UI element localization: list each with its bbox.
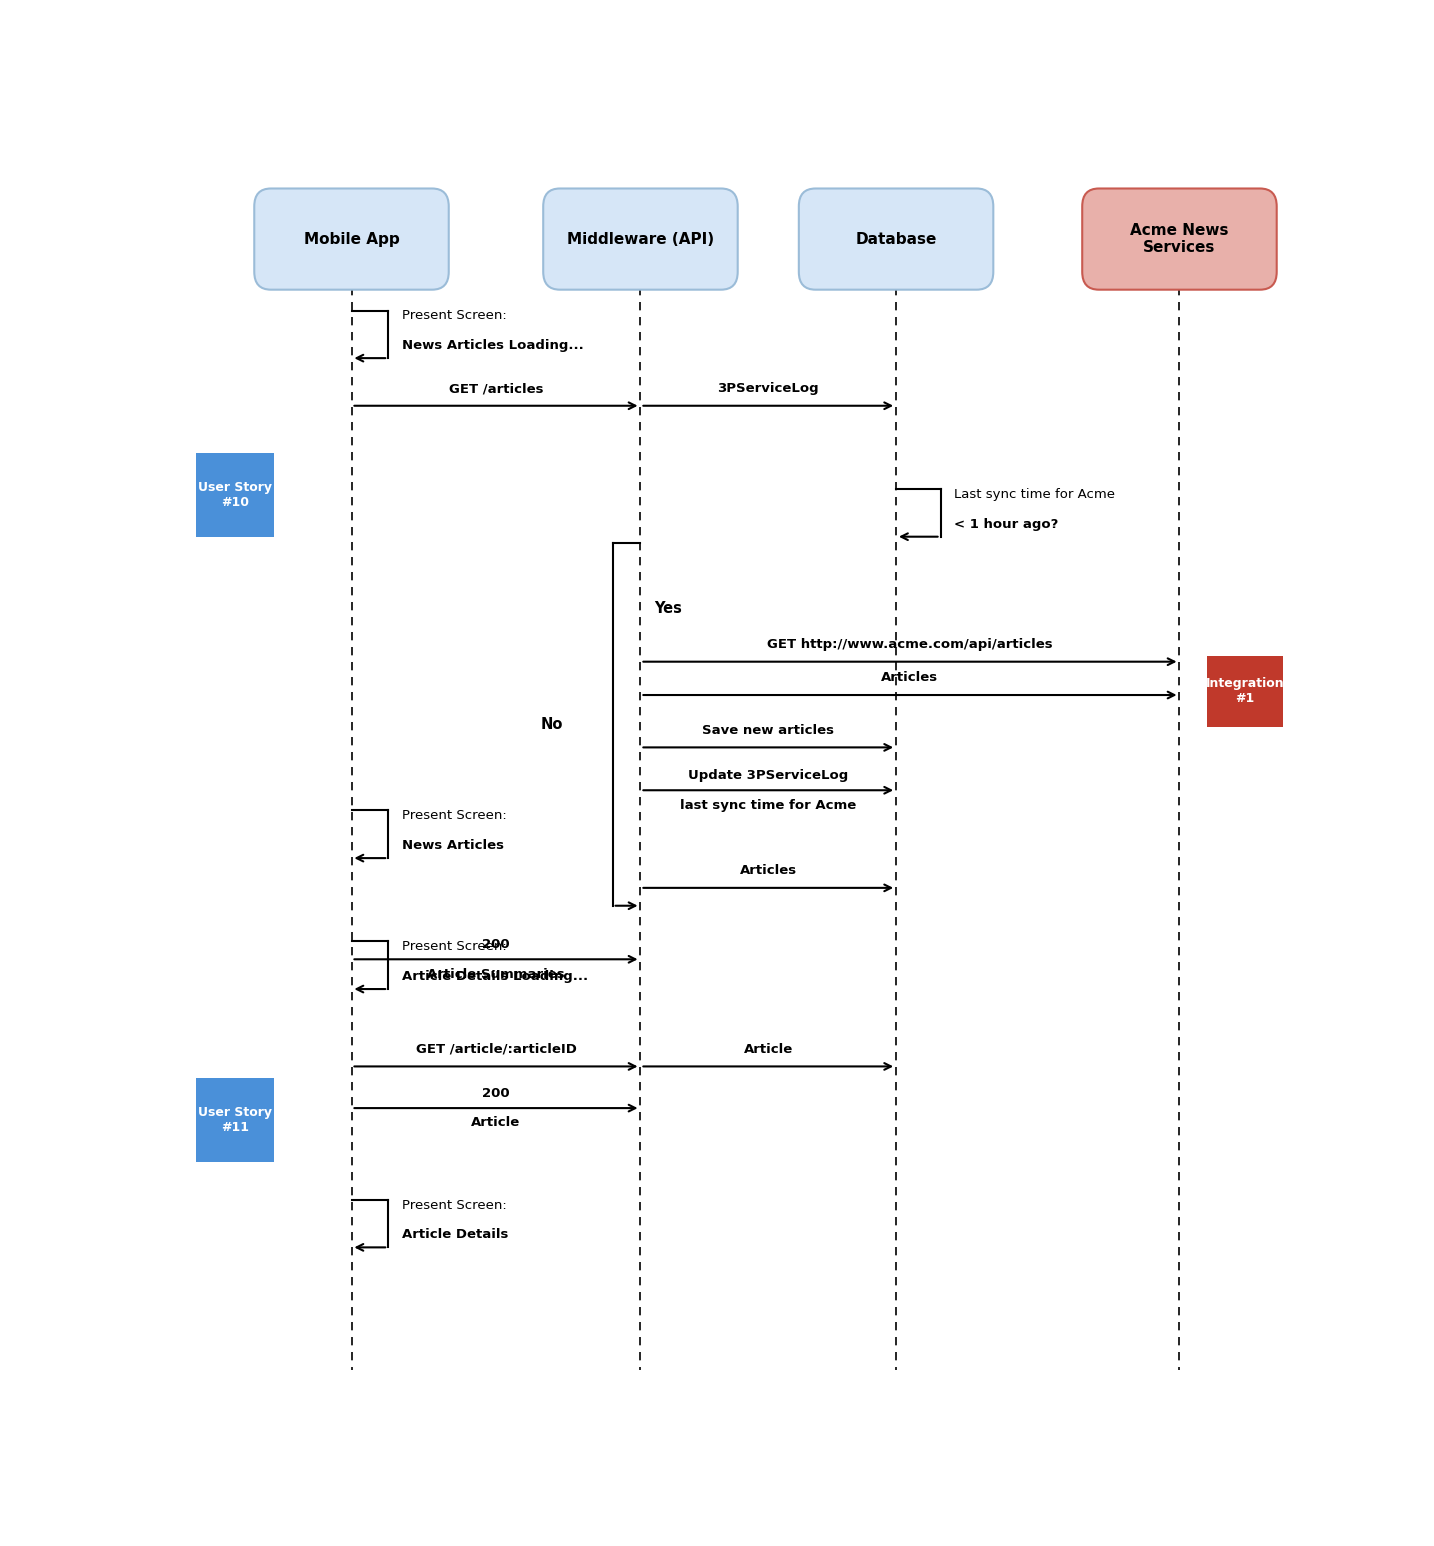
Text: Mobile App: Mobile App (304, 232, 400, 247)
Text: Save new articles: Save new articles (703, 724, 835, 737)
Text: Article: Article (744, 1042, 793, 1056)
Text: last sync time for Acme: last sync time for Acme (680, 799, 856, 812)
FancyBboxPatch shape (543, 189, 737, 289)
FancyBboxPatch shape (1207, 656, 1283, 727)
Text: Present Screen:: Present Screen: (402, 309, 506, 323)
Text: GET http://www.acme.com/api/articles: GET http://www.acme.com/api/articles (767, 638, 1053, 651)
Text: User Story
#11: User Story #11 (198, 1105, 272, 1135)
Text: Present Screen:: Present Screen: (402, 1198, 506, 1212)
FancyBboxPatch shape (196, 1079, 274, 1161)
Text: < 1 hour ago?: < 1 hour ago? (954, 518, 1058, 530)
Text: 3PServiceLog: 3PServiceLog (717, 382, 819, 396)
Text: User Story
#10: User Story #10 (198, 481, 272, 509)
Text: Articles: Articles (740, 864, 797, 877)
Text: Article Details Loading...: Article Details Loading... (402, 969, 588, 983)
Text: Article Summaries: Article Summaries (427, 968, 565, 980)
Text: Yes: Yes (654, 600, 681, 615)
FancyBboxPatch shape (254, 189, 449, 289)
FancyBboxPatch shape (196, 453, 274, 536)
Text: 200: 200 (482, 1087, 511, 1099)
Text: GET /articles: GET /articles (449, 382, 543, 396)
Text: No: No (541, 717, 562, 731)
Text: Update 3PServiceLog: Update 3PServiceLog (688, 768, 849, 782)
FancyBboxPatch shape (1083, 189, 1276, 289)
Text: Database: Database (856, 232, 936, 247)
FancyBboxPatch shape (799, 189, 994, 289)
Text: News Articles Loading...: News Articles Loading... (402, 339, 584, 352)
Text: Article Details: Article Details (402, 1229, 508, 1241)
Text: Present Screen:: Present Screen: (402, 810, 506, 822)
Text: Articles: Articles (882, 671, 938, 685)
Text: Integration
#1: Integration #1 (1206, 677, 1285, 705)
Text: Article: Article (472, 1116, 521, 1130)
Text: Acme News
Services: Acme News Services (1130, 223, 1229, 255)
Text: Present Screen:: Present Screen: (402, 940, 506, 954)
Text: Last sync time for Acme: Last sync time for Acme (954, 489, 1114, 501)
Text: GET /article/:articleID: GET /article/:articleID (416, 1042, 576, 1056)
Text: News Articles: News Articles (402, 839, 503, 852)
Text: Middleware (API): Middleware (API) (566, 232, 714, 247)
Text: 200: 200 (482, 938, 511, 951)
